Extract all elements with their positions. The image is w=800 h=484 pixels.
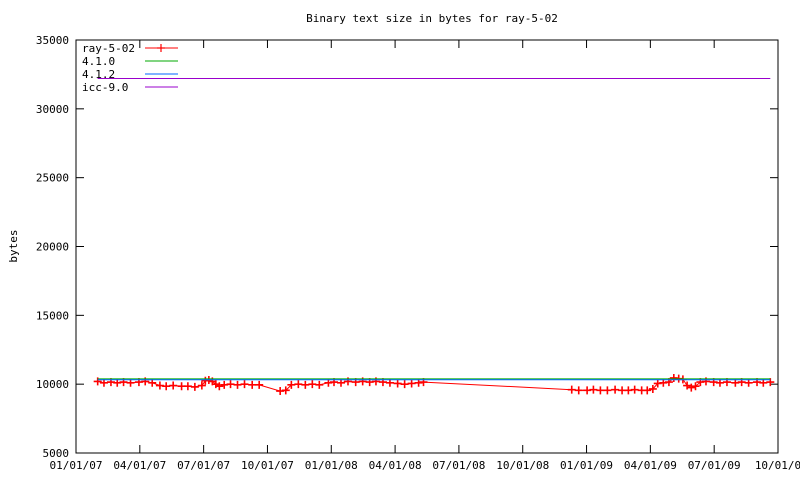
data-point <box>393 379 402 388</box>
data-point <box>400 380 409 389</box>
x-tick-label: 07/01/08 <box>432 459 485 472</box>
x-tick-label: 01/01/09 <box>560 459 613 472</box>
y-tick-label: 30000 <box>36 103 69 116</box>
data-point <box>240 380 249 389</box>
y-axis-label: bytes <box>7 229 20 262</box>
data-point <box>281 386 290 395</box>
data-point <box>589 385 598 394</box>
data-point <box>683 381 692 390</box>
x-tick-label: 10/01/08 <box>496 459 549 472</box>
y-tick-label: 15000 <box>36 309 69 322</box>
y-tick-label: 20000 <box>36 241 69 254</box>
data-point <box>248 380 257 389</box>
data-point <box>766 378 775 387</box>
data-point <box>294 380 303 389</box>
data-point <box>215 382 224 391</box>
y-tick-label: 35000 <box>36 34 69 47</box>
data-point <box>407 379 416 388</box>
y-tick-label: 5000 <box>43 447 70 460</box>
x-tick-label: 04/01/08 <box>369 459 422 472</box>
x-tick-label: 01/01/08 <box>305 459 358 472</box>
legend-label-0: ray-5-02 <box>82 42 135 55</box>
data-point <box>233 380 242 389</box>
x-tick-label: 01/01/07 <box>50 459 103 472</box>
legend-label-3: icc-9.0 <box>82 81 128 94</box>
legend-label-2: 4.1.2 <box>82 68 115 81</box>
data-point <box>287 380 296 389</box>
x-tick-label: 10/01/0 <box>755 459 800 472</box>
data-point <box>691 382 700 391</box>
data-point <box>630 385 639 394</box>
data-point <box>197 381 206 390</box>
series-layer <box>93 78 775 396</box>
axis-ticks: 5000 10000 15000 20000 25000 30000 35000 01/01/… <box>36 34 800 472</box>
data-point <box>315 380 324 389</box>
data-point <box>643 386 652 395</box>
x-tick-label: 04/01/09 <box>624 459 677 472</box>
legend-marker-0 <box>157 44 165 52</box>
data-point <box>93 377 102 386</box>
chart-title: Binary text size in bytes for ray-5-02 <box>306 12 558 25</box>
y-tick-label: 25000 <box>36 172 69 185</box>
data-point <box>603 386 612 395</box>
data-point <box>183 382 192 391</box>
data-point <box>611 385 620 394</box>
data-point <box>169 381 178 390</box>
x-tick-label: 04/01/07 <box>113 459 166 472</box>
data-point <box>301 380 310 389</box>
data-point <box>226 380 235 389</box>
data-point <box>255 380 264 389</box>
y-tick-label: 10000 <box>36 378 69 391</box>
legend-label-1: 4.1.0 <box>82 55 115 68</box>
plot-frame <box>75 39 779 454</box>
data-point <box>567 385 576 394</box>
data-point <box>308 380 317 389</box>
data-point <box>574 386 583 395</box>
x-tick-label: 10/01/07 <box>241 459 294 472</box>
data-point <box>648 384 657 393</box>
data-point <box>190 382 199 391</box>
x-tick-label: 07/01/07 <box>177 459 230 472</box>
x-tick-label: 07/01/09 <box>688 459 741 472</box>
data-point <box>162 382 171 391</box>
data-point <box>596 386 605 395</box>
data-point <box>687 383 696 392</box>
